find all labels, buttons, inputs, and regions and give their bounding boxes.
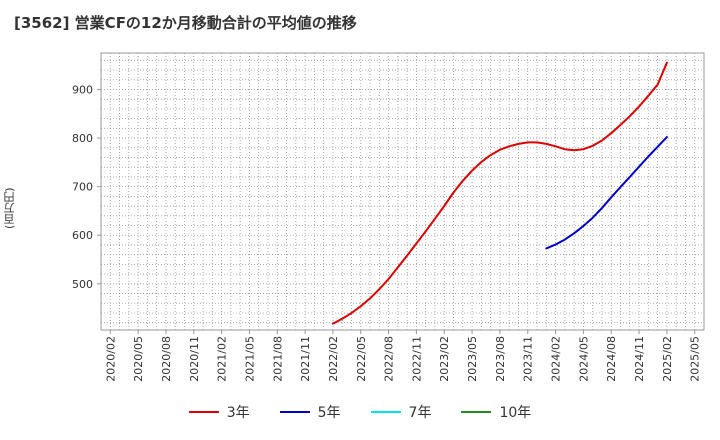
legend-swatch — [461, 411, 492, 413]
y-tick-label: 700 — [72, 181, 93, 194]
legend-swatch — [370, 411, 401, 413]
x-tick-label: 2022/08 — [383, 336, 396, 382]
chart-legend: 3年 5年 7年 10年 — [0, 402, 720, 422]
x-tick-label: 2024/08 — [605, 336, 618, 382]
y-tick-label: 800 — [72, 132, 93, 145]
legend-label: 5年 — [317, 405, 341, 421]
legend-item: 7年 — [370, 402, 432, 422]
legend-item: 10年 — [461, 402, 531, 422]
legend-label: 7年 — [408, 405, 432, 421]
chart-title: [3562] 営業CFの12か月移動合計の平均値の推移 — [14, 14, 357, 32]
x-tick-label: 2020/02 — [104, 336, 117, 382]
plot-frame — [100, 52, 705, 331]
x-tick-label: 2024/02 — [550, 336, 563, 382]
x-tick-label: 2021/11 — [299, 336, 312, 382]
legend-label: 10年 — [499, 405, 532, 421]
series-line-3年 — [331, 61, 668, 325]
x-tick-label: 2021/02 — [216, 336, 229, 382]
x-tick-label: 2021/05 — [243, 336, 256, 382]
x-tick-label: 2020/11 — [188, 336, 201, 382]
y-tick-label: 500 — [72, 278, 93, 291]
y-tick-label: 900 — [72, 83, 93, 96]
legend-swatch — [188, 411, 219, 413]
series-line-5年 — [545, 136, 668, 250]
x-tick-label: 2025/02 — [661, 336, 674, 382]
line-chart: 500 600 700 800 900 2020/02 2020/05 2020/08 2020… — [72, 52, 705, 382]
x-tick-label: 2020/08 — [160, 336, 173, 382]
y-tick-label: 600 — [72, 229, 93, 242]
x-tick-label: 2022/11 — [410, 336, 423, 382]
legend-label: 3年 — [226, 405, 250, 421]
x-tick-label: 2022/02 — [327, 336, 340, 382]
x-tick-label: 2023/02 — [438, 336, 451, 382]
legend-item: 3年 — [188, 402, 250, 422]
x-tick-label: 2023/11 — [522, 336, 535, 382]
x-tick-label: 2023/08 — [494, 336, 507, 382]
x-tick-label: 2022/05 — [355, 336, 368, 382]
x-tick-label: 2024/11 — [633, 336, 646, 382]
legend-item: 5年 — [279, 402, 341, 422]
x-tick-label: 2020/05 — [132, 336, 145, 382]
legend-swatch — [279, 411, 310, 413]
x-tick-label: 2023/05 — [466, 336, 479, 382]
x-tick-label: 2021/08 — [271, 336, 284, 382]
x-tick-label: 2024/05 — [577, 336, 590, 382]
x-tick-label: 2025/05 — [689, 336, 702, 382]
